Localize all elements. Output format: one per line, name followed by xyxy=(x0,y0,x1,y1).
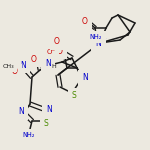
Text: N: N xyxy=(82,74,88,82)
Text: +: + xyxy=(102,36,106,42)
Text: H: H xyxy=(52,63,56,69)
Text: S: S xyxy=(72,92,76,100)
Text: N: N xyxy=(46,105,52,114)
Text: O⁻: O⁻ xyxy=(46,49,56,55)
Text: O: O xyxy=(57,46,63,56)
Text: S: S xyxy=(44,118,48,127)
Text: O: O xyxy=(31,54,37,63)
Text: N: N xyxy=(18,108,24,117)
Text: CH₃: CH₃ xyxy=(2,63,14,69)
Text: O: O xyxy=(54,38,60,46)
Text: N: N xyxy=(20,60,26,69)
Text: NH₂: NH₂ xyxy=(23,132,35,138)
Text: NH₂: NH₂ xyxy=(90,34,102,40)
Text: N: N xyxy=(95,39,101,48)
Text: O: O xyxy=(12,68,18,76)
Text: N: N xyxy=(45,58,51,68)
Text: O: O xyxy=(82,16,88,26)
